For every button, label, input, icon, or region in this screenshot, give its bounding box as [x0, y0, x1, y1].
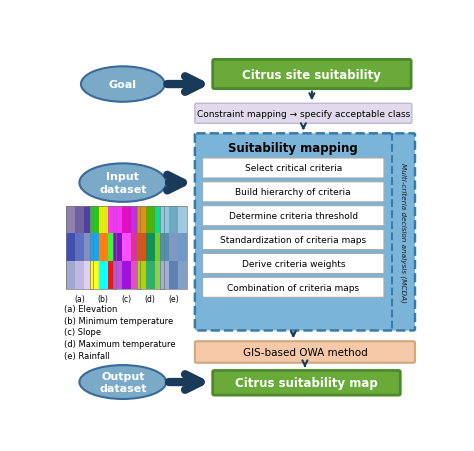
- FancyBboxPatch shape: [66, 234, 75, 262]
- FancyBboxPatch shape: [75, 234, 84, 262]
- FancyBboxPatch shape: [66, 262, 75, 289]
- FancyBboxPatch shape: [90, 234, 99, 262]
- FancyBboxPatch shape: [84, 262, 93, 289]
- FancyBboxPatch shape: [113, 206, 122, 234]
- FancyBboxPatch shape: [169, 206, 178, 234]
- Text: Multi-criteria decision analysis (MCDA): Multi-criteria decision analysis (MCDA): [400, 162, 407, 302]
- FancyBboxPatch shape: [146, 262, 155, 289]
- FancyBboxPatch shape: [122, 234, 131, 262]
- FancyBboxPatch shape: [75, 206, 84, 234]
- FancyBboxPatch shape: [131, 262, 140, 289]
- FancyBboxPatch shape: [113, 262, 122, 289]
- FancyBboxPatch shape: [84, 206, 93, 234]
- FancyBboxPatch shape: [195, 341, 415, 363]
- FancyBboxPatch shape: [169, 262, 178, 289]
- Text: Constraint mapping → specify acceptable class: Constraint mapping → specify acceptable …: [197, 110, 410, 119]
- Text: Determine criteria threshold: Determine criteria threshold: [229, 212, 358, 221]
- Text: (c): (c): [122, 294, 132, 303]
- FancyBboxPatch shape: [161, 234, 169, 262]
- Ellipse shape: [81, 67, 164, 102]
- Text: Combination of criteria maps: Combination of criteria maps: [227, 283, 359, 292]
- Text: Input
dataset: Input dataset: [99, 172, 146, 194]
- FancyBboxPatch shape: [202, 278, 384, 298]
- Text: (d) Maximum temperature: (d) Maximum temperature: [64, 339, 175, 348]
- Text: Citrus site suitability: Citrus site suitability: [243, 69, 382, 81]
- FancyBboxPatch shape: [108, 206, 117, 234]
- FancyBboxPatch shape: [84, 234, 93, 262]
- FancyBboxPatch shape: [113, 234, 122, 262]
- FancyBboxPatch shape: [146, 206, 155, 234]
- Text: (c) Slope: (c) Slope: [64, 328, 101, 337]
- FancyBboxPatch shape: [202, 230, 384, 250]
- FancyBboxPatch shape: [108, 262, 117, 289]
- Text: GIS-based OWA method: GIS-based OWA method: [243, 347, 367, 357]
- Text: (b): (b): [98, 294, 109, 303]
- FancyBboxPatch shape: [122, 206, 131, 234]
- FancyBboxPatch shape: [90, 206, 99, 234]
- FancyBboxPatch shape: [122, 262, 131, 289]
- FancyBboxPatch shape: [195, 134, 415, 331]
- Ellipse shape: [80, 164, 166, 202]
- Text: (a) Elevation: (a) Elevation: [64, 305, 117, 314]
- FancyBboxPatch shape: [213, 60, 411, 89]
- FancyBboxPatch shape: [195, 104, 412, 124]
- Text: (e) Rainfall: (e) Rainfall: [64, 351, 110, 360]
- FancyBboxPatch shape: [155, 206, 164, 234]
- FancyBboxPatch shape: [178, 234, 187, 262]
- FancyBboxPatch shape: [161, 262, 169, 289]
- FancyBboxPatch shape: [169, 234, 178, 262]
- FancyBboxPatch shape: [90, 262, 99, 289]
- FancyBboxPatch shape: [66, 206, 75, 234]
- FancyBboxPatch shape: [131, 234, 140, 262]
- Text: Build hierarchy of criteria: Build hierarchy of criteria: [236, 188, 351, 197]
- FancyBboxPatch shape: [99, 262, 108, 289]
- FancyBboxPatch shape: [137, 234, 146, 262]
- FancyBboxPatch shape: [75, 262, 84, 289]
- Text: Derive criteria weights: Derive criteria weights: [242, 259, 345, 268]
- FancyBboxPatch shape: [202, 182, 384, 202]
- FancyBboxPatch shape: [146, 234, 155, 262]
- FancyBboxPatch shape: [202, 206, 384, 226]
- FancyBboxPatch shape: [137, 206, 146, 234]
- FancyBboxPatch shape: [155, 262, 164, 289]
- Text: (a): (a): [74, 294, 85, 303]
- FancyBboxPatch shape: [155, 234, 164, 262]
- FancyBboxPatch shape: [131, 206, 140, 234]
- Text: Citrus suitability map: Citrus suitability map: [235, 377, 378, 389]
- FancyBboxPatch shape: [161, 206, 169, 234]
- FancyBboxPatch shape: [99, 234, 108, 262]
- Ellipse shape: [80, 365, 166, 399]
- Text: (e): (e): [168, 294, 179, 303]
- FancyBboxPatch shape: [202, 159, 384, 179]
- Text: Select critical criteria: Select critical criteria: [245, 164, 342, 173]
- Text: Standardization of criteria maps: Standardization of criteria maps: [220, 235, 366, 244]
- Text: (b) Minimum temperature: (b) Minimum temperature: [64, 316, 173, 325]
- Text: Goal: Goal: [109, 80, 137, 90]
- Text: Suitability mapping: Suitability mapping: [228, 141, 358, 154]
- FancyBboxPatch shape: [178, 262, 187, 289]
- FancyBboxPatch shape: [202, 254, 384, 274]
- Text: (d): (d): [145, 294, 155, 303]
- FancyBboxPatch shape: [178, 206, 187, 234]
- FancyBboxPatch shape: [108, 234, 117, 262]
- Text: Output
dataset: Output dataset: [99, 371, 146, 393]
- FancyBboxPatch shape: [137, 262, 146, 289]
- FancyBboxPatch shape: [213, 371, 400, 395]
- FancyBboxPatch shape: [99, 206, 108, 234]
- FancyBboxPatch shape: [392, 134, 415, 331]
